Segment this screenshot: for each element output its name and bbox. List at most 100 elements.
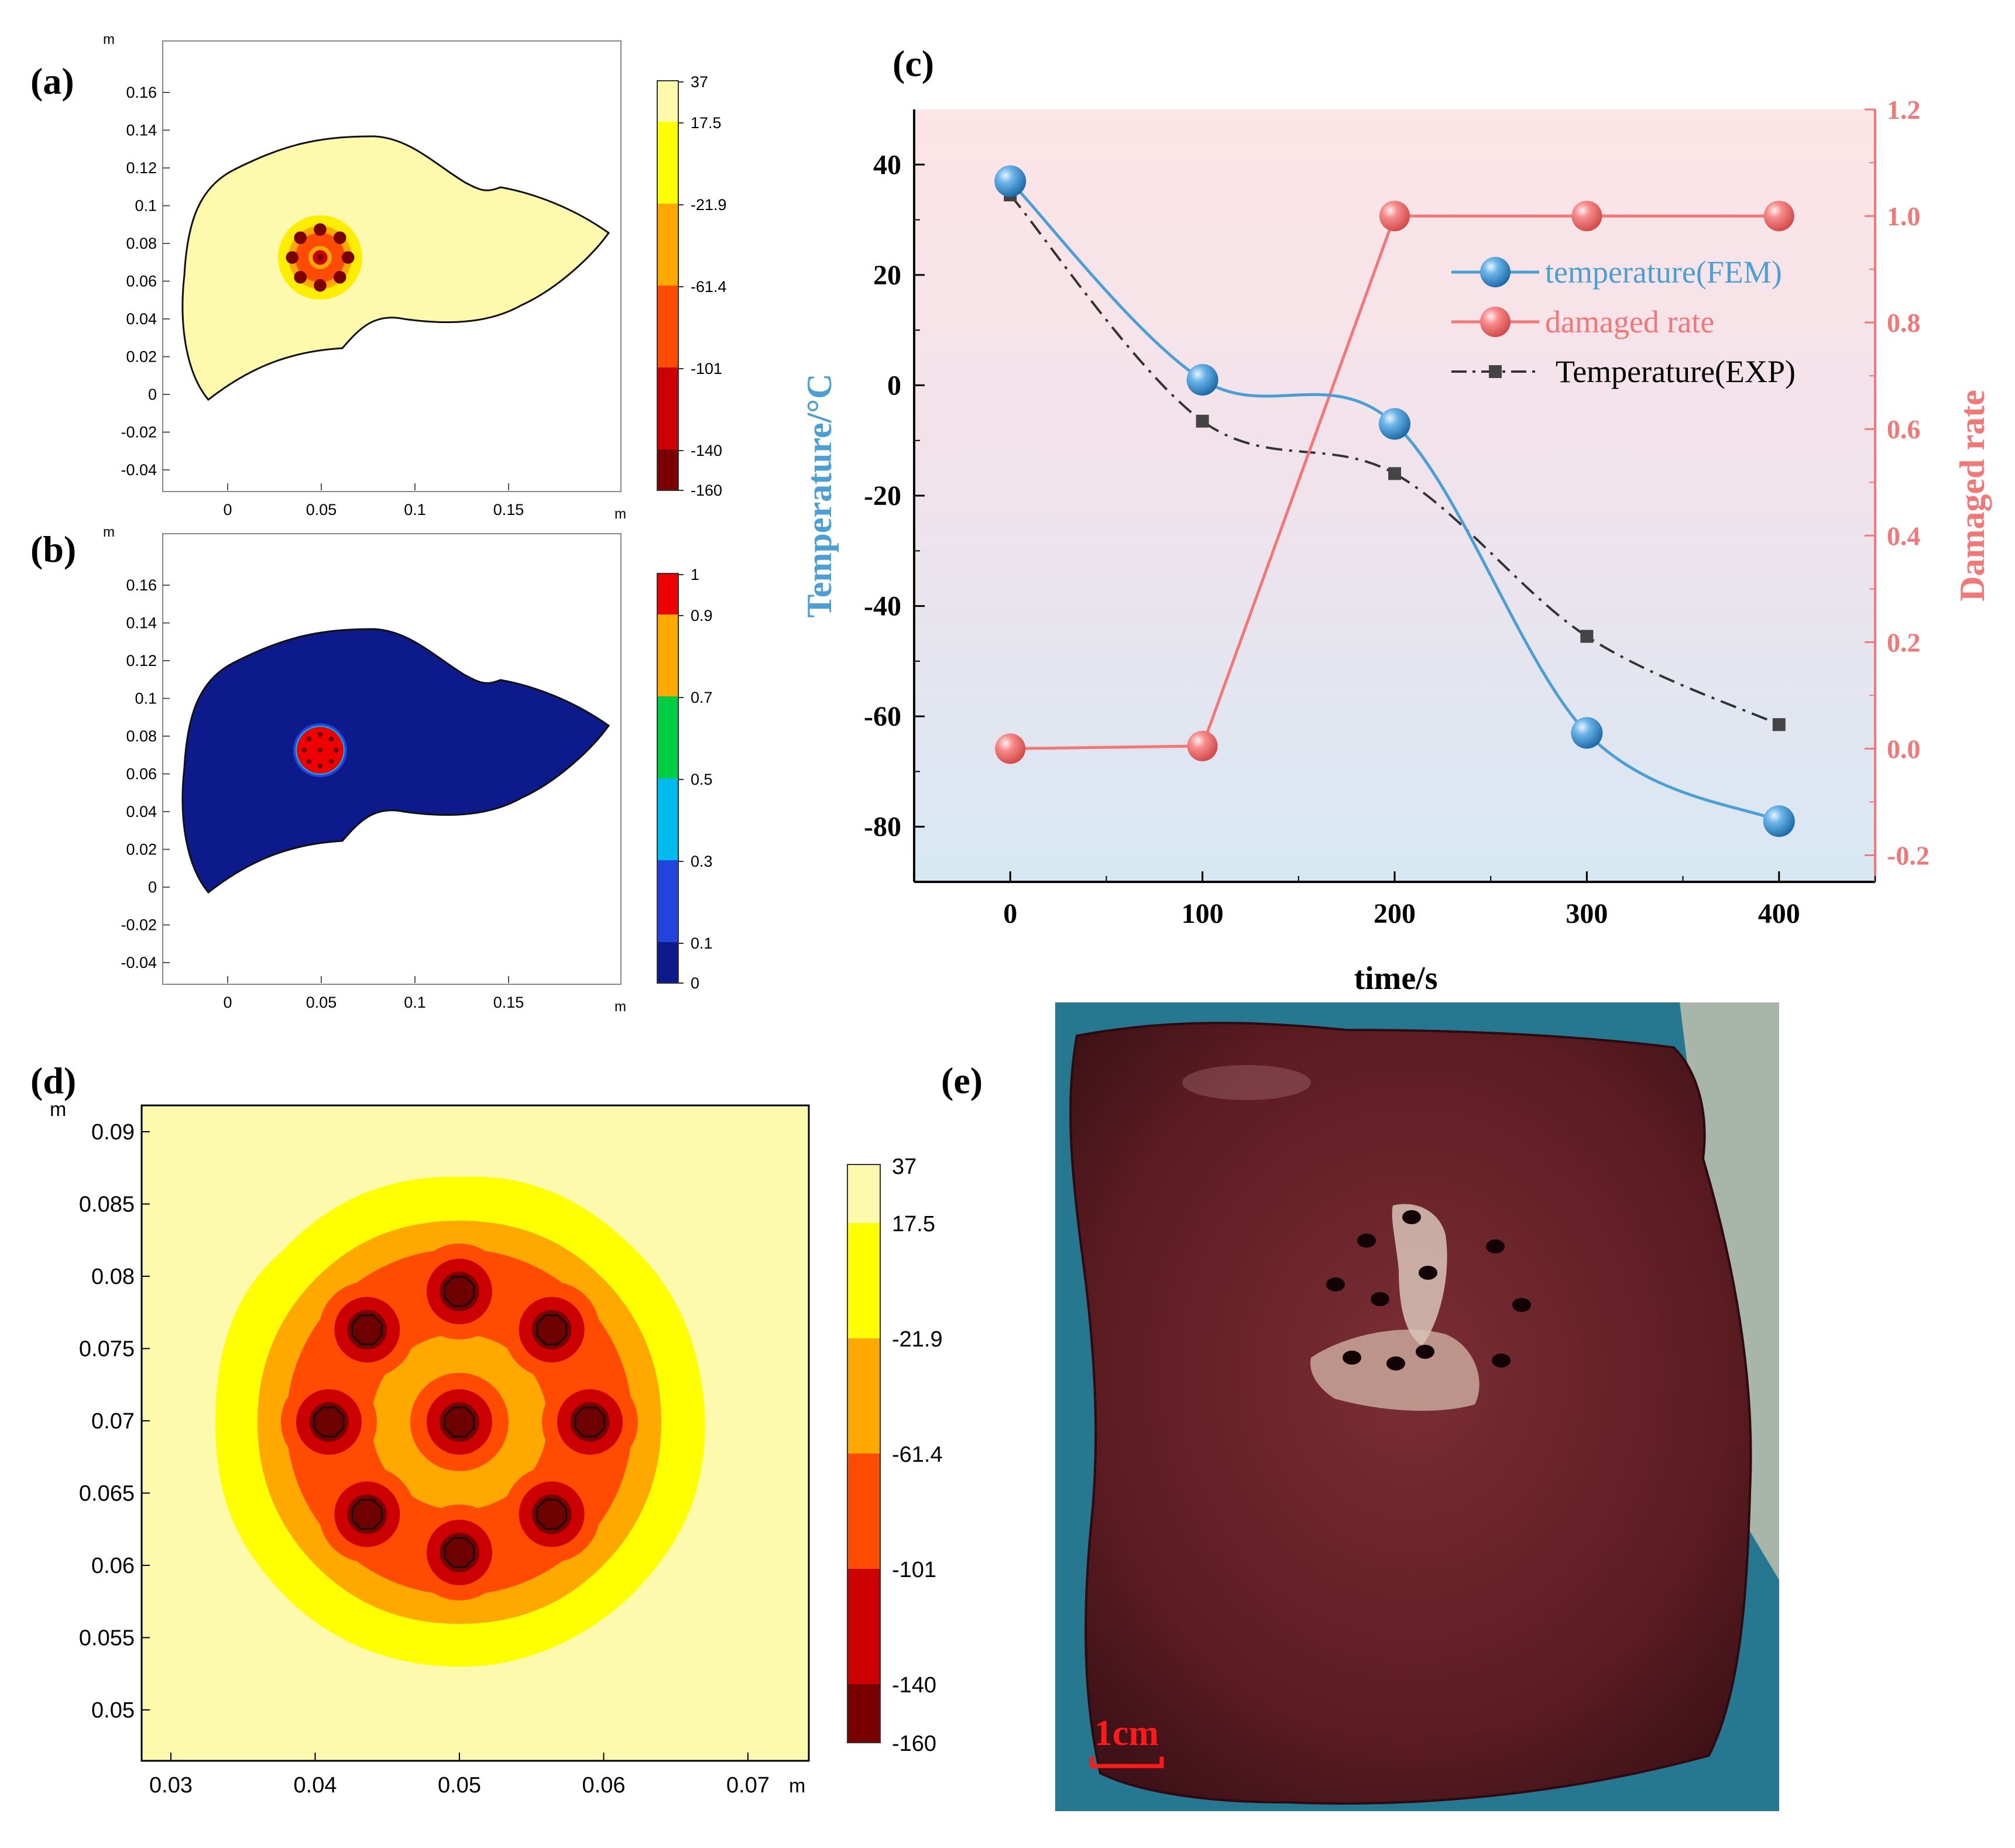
x-tick-label: 0.03 bbox=[149, 1773, 193, 1798]
y-tick-label: 0 bbox=[148, 386, 157, 403]
x-tick-label: 100 bbox=[1182, 898, 1224, 929]
x-tick-label: 0.04 bbox=[294, 1773, 337, 1798]
colorbar-label: -61.4 bbox=[892, 1442, 943, 1467]
y-tick-label: 0 bbox=[887, 370, 901, 401]
point-damaged-rate bbox=[1571, 201, 1602, 232]
legend-marker bbox=[1489, 365, 1502, 378]
probe-marker bbox=[286, 251, 299, 264]
panel-a-x-ticks: 0 0.05 0.1 0.15 bbox=[223, 483, 524, 518]
probe-marker bbox=[574, 1406, 606, 1438]
y-tick-label: 0.12 bbox=[126, 159, 157, 177]
x-tick-label: 0.07 bbox=[726, 1773, 770, 1798]
y-tick-label: 0.08 bbox=[126, 727, 157, 745]
panel-e-label: (e) bbox=[941, 1060, 983, 1101]
legend-marker bbox=[1480, 307, 1511, 337]
probe-marker bbox=[302, 748, 307, 753]
series-line-temperature-exp bbox=[1009, 194, 1780, 726]
probe-hole bbox=[1492, 1354, 1511, 1368]
point-damaged-rate bbox=[1763, 201, 1794, 232]
panel-b-y-unit: m bbox=[103, 524, 115, 540]
colorbar-label: 1 bbox=[691, 566, 699, 583]
y-tick-label: 0.1 bbox=[135, 690, 157, 707]
panel-c: (c) 40200-20-40-60-801.21.00.80.60.40.20… bbox=[800, 43, 1992, 997]
x-tick-label: 300 bbox=[1566, 898, 1608, 929]
y-tick-label: 0.1 bbox=[135, 197, 157, 215]
probe-hole bbox=[1419, 1266, 1437, 1280]
point-temperature-exp bbox=[1772, 718, 1786, 731]
probe-marker bbox=[318, 764, 322, 768]
probe-marker bbox=[314, 223, 327, 236]
panel-a-label: (a) bbox=[30, 60, 74, 102]
point-temperature-exp bbox=[1196, 414, 1209, 428]
y-tick-label: 0.02 bbox=[126, 841, 157, 858]
scale-bar-label: 1cm bbox=[1094, 1713, 1159, 1753]
probe-marker bbox=[329, 759, 334, 764]
y-tick-label: -0.02 bbox=[121, 916, 157, 934]
chart-plot-area bbox=[914, 109, 1875, 882]
chart-y-axis-title: Temperature/°C bbox=[800, 373, 839, 617]
panel-b-y-ticks: 0.16 0.14 0.12 0.1 0.08 0.06 0.04 0.02 0 -0.02 -0.… bbox=[121, 576, 170, 971]
chart-legend: temperature(FEM) damaged rate Temperature(… bbox=[1451, 255, 1796, 389]
y2-tick-label: 1.0 bbox=[1887, 201, 1921, 231]
probe-marker bbox=[334, 748, 338, 753]
panel-a-y-ticks: 0.16 0.14 0.12 0.1 0.08 0.06 0.04 0.02 0 -0.02 -0.… bbox=[121, 84, 170, 479]
panel-a-x-unit: m bbox=[615, 506, 626, 522]
probe-marker bbox=[444, 1276, 475, 1307]
probe-marker bbox=[536, 1314, 568, 1345]
probe-marker bbox=[536, 1499, 568, 1530]
y-tick-label: 0.12 bbox=[126, 652, 157, 669]
x-tick-label: 0.15 bbox=[493, 994, 524, 1011]
chart-x-axis-title: time/s bbox=[1354, 960, 1437, 997]
legend-label: temperature(FEM) bbox=[1545, 255, 1782, 290]
probe-marker bbox=[306, 759, 311, 764]
cryo-zone-mini-a bbox=[278, 215, 362, 300]
x-tick-label: 0 bbox=[223, 501, 232, 518]
x-tick-label: 0.05 bbox=[306, 501, 337, 518]
panel-b-label: (b) bbox=[30, 528, 76, 570]
y2-tick-label: 1.2 bbox=[1887, 95, 1921, 125]
y-tick-label: 0 bbox=[148, 878, 157, 896]
point-damaged-rate bbox=[995, 733, 1026, 764]
colorbar-label: -160 bbox=[691, 482, 722, 499]
colorbar-label: 0.5 bbox=[691, 771, 713, 788]
panel-a-y-unit: m bbox=[103, 32, 115, 47]
x-tick-label: 400 bbox=[1758, 898, 1800, 929]
y2-tick-label: 0.4 bbox=[1887, 521, 1921, 551]
x-tick-label: 0.05 bbox=[306, 994, 337, 1011]
y-tick-label: 0.14 bbox=[126, 614, 157, 632]
panel-b-x-ticks: 0 0.05 0.1 0.15 bbox=[223, 976, 524, 1011]
y-tick-label: 0.075 bbox=[79, 1337, 135, 1362]
probe-hole bbox=[1416, 1345, 1434, 1359]
colorbar-label: -160 bbox=[892, 1732, 936, 1756]
y-tick-label: -0.04 bbox=[121, 461, 157, 479]
probe-marker bbox=[444, 1537, 475, 1568]
panel-e: (e) 1cm bbox=[941, 1002, 1779, 1811]
y-tick-label: -40 bbox=[864, 591, 901, 622]
probe-marker bbox=[351, 1499, 383, 1530]
probe-marker bbox=[313, 1406, 345, 1438]
colorbar-label: -21.9 bbox=[892, 1327, 943, 1352]
y-tick-label: 20 bbox=[873, 260, 901, 291]
y-tick-label: 0.055 bbox=[79, 1626, 135, 1651]
probe-marker bbox=[294, 231, 307, 245]
probe-hole bbox=[1371, 1292, 1389, 1306]
probe-hole bbox=[1357, 1234, 1376, 1248]
point-damaged-rate bbox=[1187, 730, 1218, 761]
point-temperature-fem bbox=[1571, 717, 1603, 749]
y-tick-label: 0.05 bbox=[91, 1698, 135, 1723]
probe-marker bbox=[294, 270, 307, 284]
y-tick-label: 0.065 bbox=[79, 1482, 135, 1506]
y-tick-label: -80 bbox=[864, 812, 901, 843]
y-tick-label: 0.06 bbox=[126, 765, 157, 783]
probe-marker bbox=[341, 251, 355, 264]
colorbar-label: 17.5 bbox=[691, 114, 722, 132]
point-damaged-rate bbox=[1379, 201, 1410, 232]
probe-hole bbox=[1343, 1351, 1361, 1365]
panel-d-x-ticks: 0.03 0.04 0.05 0.06 0.07 bbox=[149, 1753, 770, 1798]
point-temperature-fem bbox=[1186, 364, 1218, 396]
colorbar-label: -21.9 bbox=[691, 196, 727, 214]
liver-photo: 1cm bbox=[1055, 1002, 1779, 1811]
y-tick-label: 0.16 bbox=[126, 576, 157, 594]
y-tick-label: 0.04 bbox=[126, 803, 157, 820]
y-tick-label: -60 bbox=[864, 701, 901, 732]
